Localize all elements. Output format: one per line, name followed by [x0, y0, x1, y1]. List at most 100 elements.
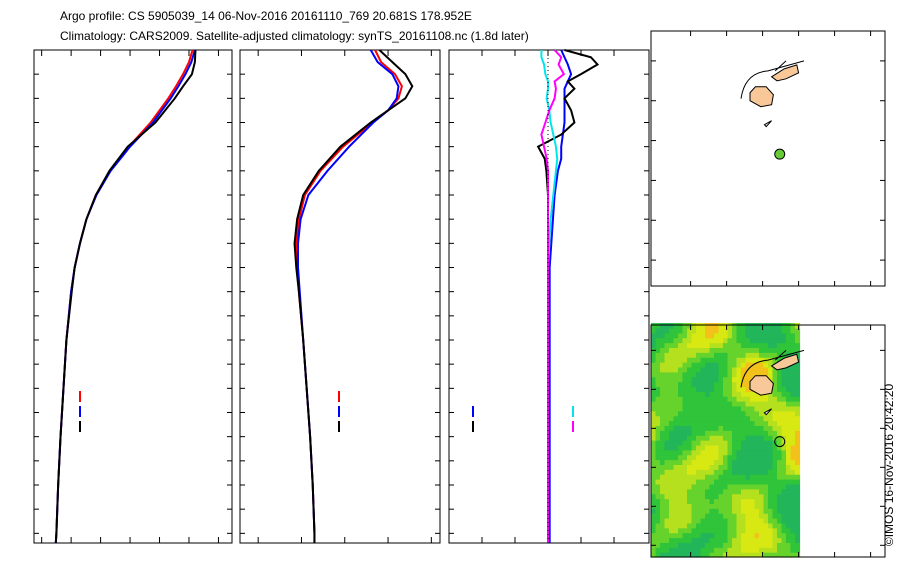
- sla-cell: [754, 508, 760, 514]
- sla-cell: [723, 323, 729, 329]
- sla-cell: [687, 415, 693, 422]
- sla-cell: [709, 483, 715, 490]
- sla-cell: [768, 415, 774, 422]
- sla-cell: [795, 435, 801, 441]
- sla-cell: [678, 527, 684, 534]
- sla-cell: [673, 381, 679, 388]
- sla-cell: [723, 518, 729, 524]
- sla-cell: [696, 440, 702, 446]
- sla-cell: [754, 327, 760, 334]
- sla-cell: [786, 347, 792, 353]
- sla-cell: [727, 420, 733, 427]
- sla-cell: [669, 386, 675, 392]
- sla-cell: [696, 493, 702, 500]
- sla-cell: [696, 420, 702, 427]
- sla-cell: [682, 415, 688, 422]
- sla-cell: [754, 357, 760, 363]
- sla-cell: [678, 420, 684, 427]
- sla-cell: [664, 449, 670, 456]
- sla-cell: [682, 332, 688, 339]
- sla-cell: [669, 440, 675, 446]
- sla-cell: [709, 425, 715, 431]
- sla-cell: [718, 449, 724, 456]
- sla-cell: [727, 405, 733, 412]
- sla-cell: [678, 376, 684, 383]
- sla-cell: [736, 366, 742, 373]
- sla-cell: [691, 474, 697, 480]
- sla-cell: [705, 503, 711, 509]
- sla-cell: [714, 469, 720, 475]
- sla-cell: [754, 425, 760, 431]
- sla-cell: [745, 532, 751, 539]
- sla-cell: [768, 488, 774, 495]
- sla-cell: [723, 488, 729, 495]
- sla-cell: [669, 552, 675, 558]
- sla-cell: [777, 430, 783, 436]
- sla-cell: [786, 391, 792, 397]
- sla-cell: [781, 493, 787, 500]
- sla-cell: [682, 366, 688, 373]
- sla-cell: [651, 488, 657, 495]
- sla-cell: [678, 503, 684, 509]
- sla-cell: [678, 391, 684, 397]
- sla-cell: [664, 440, 670, 446]
- sla-cell: [691, 396, 697, 402]
- sla-cell: [718, 332, 724, 339]
- sla-cell: [714, 537, 720, 543]
- series-line-2: [293, 49, 414, 543]
- sla-cell: [655, 479, 661, 485]
- sla-cell: [759, 513, 765, 519]
- sla-cell: [781, 342, 787, 349]
- sla-cell: [741, 449, 747, 456]
- sla-cell: [790, 449, 796, 456]
- sla-cell: [790, 454, 796, 461]
- sla-cell: [700, 410, 706, 417]
- sla-cell: [750, 401, 756, 407]
- sla-cell: [763, 323, 769, 329]
- sla-cell: [691, 401, 697, 407]
- sla-cell: [691, 327, 697, 334]
- sla-cell: [777, 435, 783, 441]
- sla-cell: [741, 459, 747, 465]
- sla-cell: [660, 454, 666, 461]
- sla-cell: [727, 440, 733, 446]
- sla-cell: [718, 537, 724, 543]
- sla-cell: [786, 332, 792, 339]
- sla-cell: [732, 459, 738, 465]
- sla-cell: [655, 469, 661, 475]
- sla-cell: [795, 527, 801, 534]
- sla-cell: [655, 449, 661, 456]
- sla-cell: [772, 503, 778, 509]
- sla-cell: [709, 449, 715, 456]
- sla-cell: [660, 449, 666, 456]
- sla-cell: [781, 401, 787, 407]
- sla-cell: [651, 479, 657, 485]
- sla-cell: [727, 396, 733, 402]
- sla-cell: [709, 342, 715, 349]
- sla-cell: [754, 342, 760, 349]
- sla-cell: [687, 332, 693, 339]
- sla-cell: [772, 396, 778, 402]
- sla-cell: [709, 327, 715, 334]
- sla-cell: [691, 454, 697, 461]
- sla-cell: [768, 513, 774, 519]
- sla-cell: [687, 498, 693, 504]
- sla-cell: [714, 483, 720, 490]
- sla-cell: [741, 342, 747, 349]
- sla-cell: [754, 459, 760, 465]
- sla-cell: [759, 527, 765, 534]
- sla-cell: [736, 488, 742, 495]
- sla-cell: [759, 547, 765, 553]
- sla-cell: [651, 454, 657, 461]
- sla-cell: [745, 454, 751, 461]
- sla-cell: [759, 483, 765, 490]
- sla-cell: [768, 327, 774, 334]
- sla-cell: [691, 459, 697, 465]
- sla-cell: [736, 376, 742, 383]
- sla-cell: [664, 547, 670, 553]
- sla-cell: [705, 371, 711, 378]
- sla-cell: [741, 532, 747, 539]
- sla-cell: [786, 522, 792, 529]
- sla-cell: [790, 386, 796, 392]
- sla-cell: [781, 469, 787, 475]
